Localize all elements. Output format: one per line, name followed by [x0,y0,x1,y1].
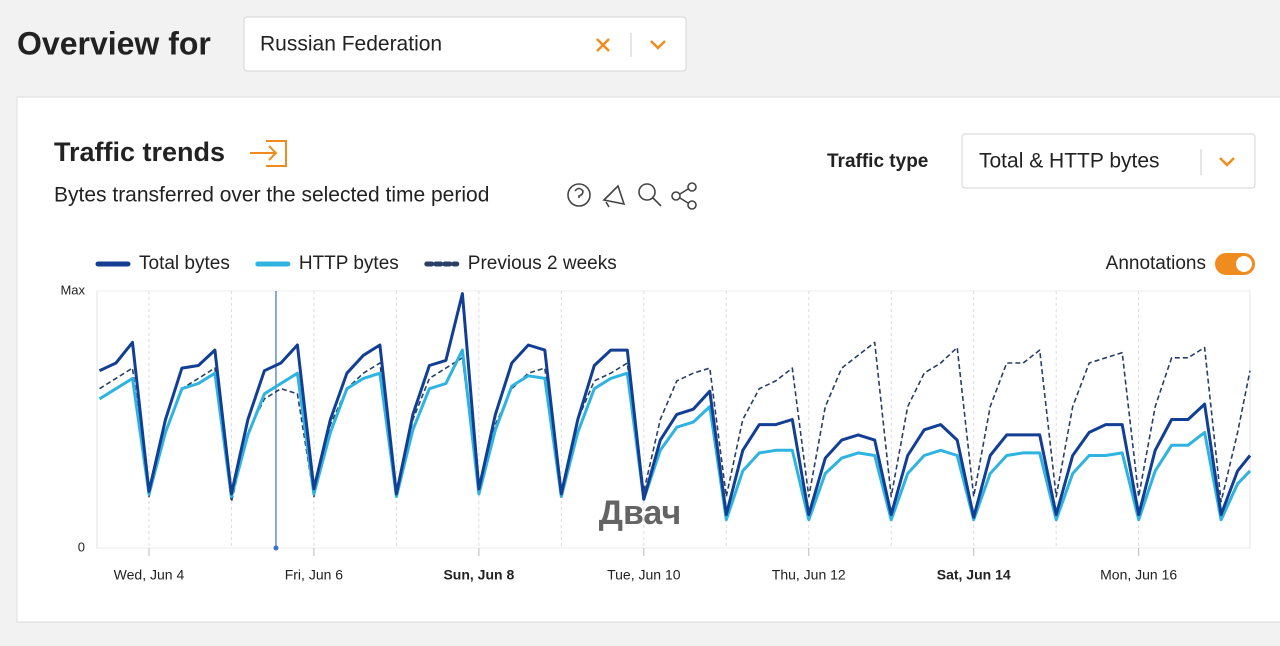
legend-label: Previous 2 weeks [468,253,617,274]
traffic-type-value: Total & HTTP bytes [979,150,1160,173]
annotations-label: Annotations [1106,253,1206,274]
open-icon[interactable] [250,140,287,167]
watermark: Двач [599,494,681,532]
series-line [98,348,1252,522]
series-line [99,341,1251,503]
x-tick-label: Fri, Jun 6 [285,567,344,583]
x-tick-label: Wed, Jun 4 [114,567,185,583]
toggle-knob [1236,256,1252,272]
x-tick-label: Mon, Jun 16 [1100,567,1177,583]
series-line [98,292,1252,519]
tool-icons[interactable] [567,182,697,210]
chart: 0 Max Wed, Jun 4 Fri, Jun 6 Sun, Jun 8 Tue, J… [60,253,1252,583]
chevron-icon[interactable] [650,40,666,50]
card-subtitle: Bytes transferred over the selected time… [54,184,489,207]
page-title: Overview for [17,25,211,61]
clear-icon[interactable] [596,38,610,52]
y-tick-label: Max [60,282,85,297]
country-value: Russian Federation [260,33,442,56]
legend-label: HTTP bytes [299,253,399,274]
country-select[interactable] [243,16,687,72]
x-tick-label: Thu, Jun 12 [772,567,846,583]
x-tick-label: Sat, Jun 14 [937,567,1011,583]
x-tick-label: Sun, Jun 8 [443,567,514,583]
card-title: Traffic trends [54,137,225,167]
y-tick-label: 0 [78,539,85,554]
annotation-dot [273,545,279,551]
legend-label: Total bytes [139,253,230,274]
x-tick-label: Tue, Jun 10 [607,567,681,583]
traffic-type-select[interactable] [961,133,1256,189]
traffic-type-label: Traffic type [827,151,928,172]
chevron-icon[interactable] [1219,157,1235,167]
